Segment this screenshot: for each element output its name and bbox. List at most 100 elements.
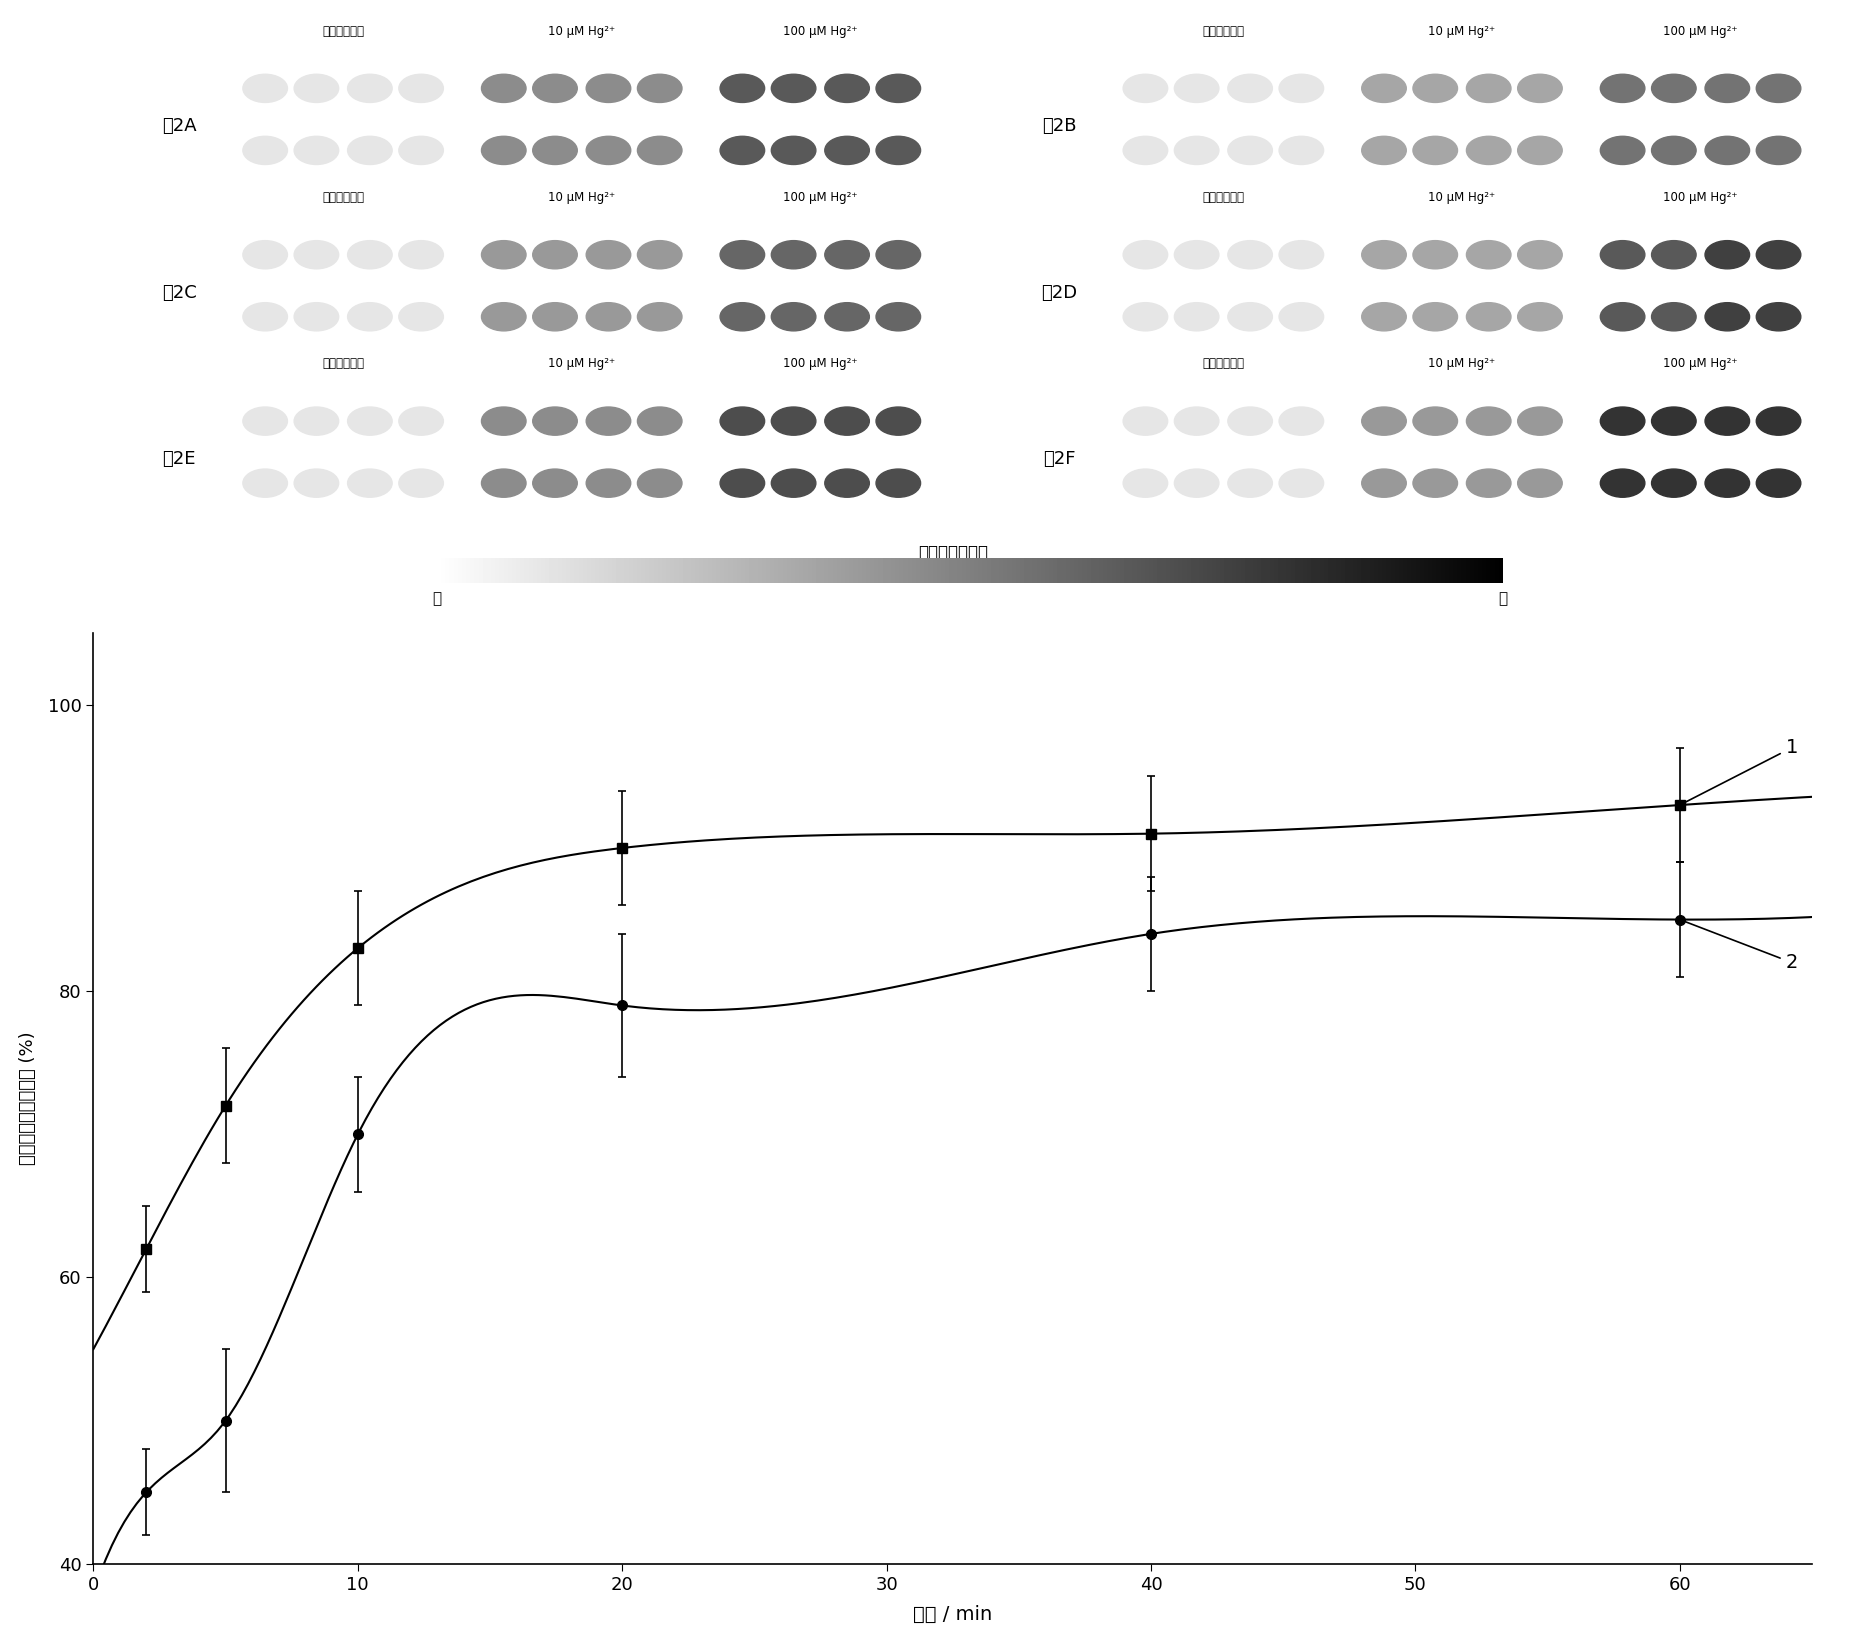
- Circle shape: [243, 303, 288, 331]
- Circle shape: [532, 469, 577, 497]
- Circle shape: [1227, 137, 1272, 165]
- Circle shape: [1705, 303, 1750, 331]
- Circle shape: [1362, 137, 1407, 165]
- Circle shape: [1280, 75, 1324, 103]
- Circle shape: [637, 137, 682, 165]
- Circle shape: [1756, 407, 1801, 435]
- Circle shape: [347, 137, 392, 165]
- Circle shape: [719, 407, 764, 435]
- Circle shape: [1412, 469, 1457, 497]
- Circle shape: [1362, 241, 1407, 269]
- Circle shape: [532, 241, 577, 269]
- Circle shape: [1175, 407, 1220, 435]
- Circle shape: [347, 303, 392, 331]
- Text: 缓冲液对照组: 缓冲液对照组: [1203, 191, 1244, 204]
- Text: 100 μM Hg²⁺: 100 μM Hg²⁺: [783, 357, 857, 370]
- Circle shape: [1362, 407, 1407, 435]
- Circle shape: [532, 303, 577, 331]
- Text: 缓冲液对照组: 缓冲液对照组: [1203, 357, 1244, 370]
- Circle shape: [719, 75, 764, 103]
- Circle shape: [1175, 469, 1220, 497]
- Text: 100 μM Hg²⁺: 100 μM Hg²⁺: [783, 24, 857, 37]
- Text: 弱: 弱: [1498, 591, 1507, 606]
- Circle shape: [1756, 303, 1801, 331]
- Circle shape: [1601, 469, 1646, 497]
- Circle shape: [1705, 407, 1750, 435]
- Circle shape: [347, 407, 392, 435]
- Circle shape: [876, 303, 921, 331]
- Circle shape: [1601, 303, 1646, 331]
- Circle shape: [400, 75, 443, 103]
- Circle shape: [1280, 469, 1324, 497]
- Circle shape: [243, 241, 288, 269]
- Circle shape: [1705, 137, 1750, 165]
- Circle shape: [1756, 137, 1801, 165]
- Circle shape: [826, 137, 869, 165]
- Circle shape: [1227, 75, 1272, 103]
- Circle shape: [1362, 303, 1407, 331]
- Circle shape: [532, 407, 577, 435]
- Text: 1: 1: [1683, 738, 1797, 803]
- Circle shape: [1466, 241, 1511, 269]
- Circle shape: [826, 469, 869, 497]
- Circle shape: [587, 469, 631, 497]
- Circle shape: [1651, 137, 1696, 165]
- Circle shape: [1466, 469, 1511, 497]
- Circle shape: [637, 407, 682, 435]
- Circle shape: [1601, 137, 1646, 165]
- Circle shape: [482, 75, 527, 103]
- Circle shape: [347, 469, 392, 497]
- Circle shape: [400, 241, 443, 269]
- Text: 100 μM Hg²⁺: 100 μM Hg²⁺: [1663, 191, 1737, 204]
- Circle shape: [719, 303, 764, 331]
- Circle shape: [1412, 241, 1457, 269]
- Circle shape: [876, 407, 921, 435]
- Circle shape: [1123, 303, 1168, 331]
- Circle shape: [1705, 241, 1750, 269]
- Circle shape: [1466, 75, 1511, 103]
- Circle shape: [1227, 407, 1272, 435]
- Circle shape: [1466, 303, 1511, 331]
- Circle shape: [1466, 137, 1511, 165]
- Circle shape: [293, 241, 338, 269]
- Circle shape: [1517, 75, 1562, 103]
- Text: 缓冲液对照组: 缓冲液对照组: [321, 191, 364, 204]
- Circle shape: [1362, 75, 1407, 103]
- Circle shape: [482, 241, 527, 269]
- Circle shape: [1227, 469, 1272, 497]
- Circle shape: [1517, 469, 1562, 497]
- Circle shape: [587, 407, 631, 435]
- Circle shape: [637, 303, 682, 331]
- Text: 100 μM Hg²⁺: 100 μM Hg²⁺: [1663, 24, 1737, 37]
- Circle shape: [771, 75, 816, 103]
- Text: 缓冲液对照组: 缓冲液对照组: [321, 24, 364, 37]
- Circle shape: [482, 469, 527, 497]
- Circle shape: [400, 137, 443, 165]
- Circle shape: [1517, 137, 1562, 165]
- Circle shape: [482, 303, 527, 331]
- Circle shape: [1362, 469, 1407, 497]
- Text: 10 μM Hg²⁺: 10 μM Hg²⁺: [547, 191, 615, 204]
- Circle shape: [293, 137, 338, 165]
- Circle shape: [1123, 137, 1168, 165]
- Circle shape: [1175, 75, 1220, 103]
- Circle shape: [876, 137, 921, 165]
- Circle shape: [293, 75, 338, 103]
- Circle shape: [826, 303, 869, 331]
- Circle shape: [771, 407, 816, 435]
- Circle shape: [1123, 469, 1168, 497]
- Text: 图2B: 图2B: [1042, 117, 1076, 135]
- Circle shape: [243, 469, 288, 497]
- Circle shape: [400, 469, 443, 497]
- Circle shape: [637, 75, 682, 103]
- Text: 10 μM Hg²⁺: 10 μM Hg²⁺: [547, 24, 615, 37]
- Circle shape: [482, 137, 527, 165]
- Circle shape: [1517, 303, 1562, 331]
- Circle shape: [1601, 75, 1646, 103]
- Text: 图2E: 图2E: [163, 450, 196, 468]
- Circle shape: [826, 407, 869, 435]
- Circle shape: [1601, 241, 1646, 269]
- Circle shape: [719, 241, 764, 269]
- Text: 缓冲液对照组: 缓冲液对照组: [1203, 24, 1244, 37]
- Circle shape: [1280, 241, 1324, 269]
